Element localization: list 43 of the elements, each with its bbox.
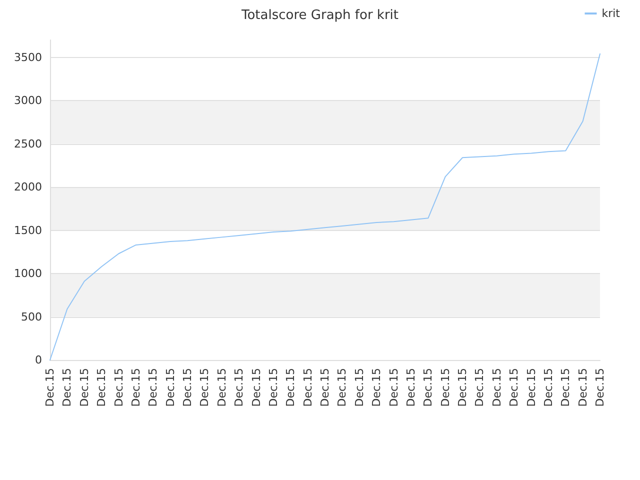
x-tick-label: Dec.15 [524, 368, 538, 407]
x-tick-label: Dec.15 [198, 368, 212, 407]
y-tick-label: 3000 [14, 94, 42, 108]
x-tick-label: Dec.15 [112, 368, 126, 407]
x-tick-label: Dec.15 [387, 368, 400, 407]
x-tick-label: Dec.15 [266, 368, 280, 407]
x-tick-label: Dec.15 [490, 368, 504, 407]
x-tick-label: Dec.15 [404, 368, 418, 407]
x-tick-label: Dec.15 [146, 368, 160, 407]
x-tick-label: Dec.15 [438, 368, 452, 407]
x-tick-label: Dec.15 [318, 368, 332, 407]
x-tick-label: Dec.15 [352, 368, 366, 407]
x-tick-label: Dec.15 [232, 368, 246, 407]
y-tick-label: 1500 [14, 224, 42, 237]
x-tick-label: Dec.15 [250, 368, 263, 407]
x-tick-label: Dec.15 [129, 368, 142, 407]
x-tick-label: Dec.15 [594, 368, 606, 407]
legend-label: krit [602, 7, 621, 20]
x-tick-label: Dec.15 [78, 368, 91, 407]
x-tick-label: Dec.15 [215, 368, 228, 407]
x-tick-label: Dec.15 [60, 368, 74, 407]
x-tick-label: Dec.15 [164, 368, 177, 407]
y-tick-label: 500 [21, 310, 42, 324]
x-tick-label: Dec.15 [336, 368, 349, 407]
x-tick-label: Dec.15 [576, 368, 590, 407]
y-tick-label: 0 [35, 354, 42, 366]
x-tick-label: Dec.15 [542, 368, 555, 407]
x-tick-label: Dec.15 [44, 368, 56, 407]
y-tick-label: 3500 [14, 50, 42, 64]
x-tick-label: Dec.15 [473, 368, 486, 407]
y-tick-label: 2500 [14, 137, 42, 150]
y-tick-label: 1000 [14, 267, 42, 280]
x-tick-label: Dec.15 [284, 368, 298, 407]
x-tick-label: Dec.15 [95, 368, 108, 407]
chart-title: Totalscore Graph for krit [240, 8, 399, 23]
y-tick-label: 2000 [14, 180, 42, 194]
x-tick-label: Dec.15 [559, 368, 572, 407]
x-tick-label: Dec.15 [456, 368, 469, 407]
x-tick-label: Dec.15 [370, 368, 384, 407]
x-tick-label: Dec.15 [181, 368, 194, 407]
x-tick-label: Dec.15 [422, 368, 435, 407]
x-tick-label: Dec.15 [508, 368, 521, 407]
x-tick-label: Dec.15 [301, 368, 314, 407]
